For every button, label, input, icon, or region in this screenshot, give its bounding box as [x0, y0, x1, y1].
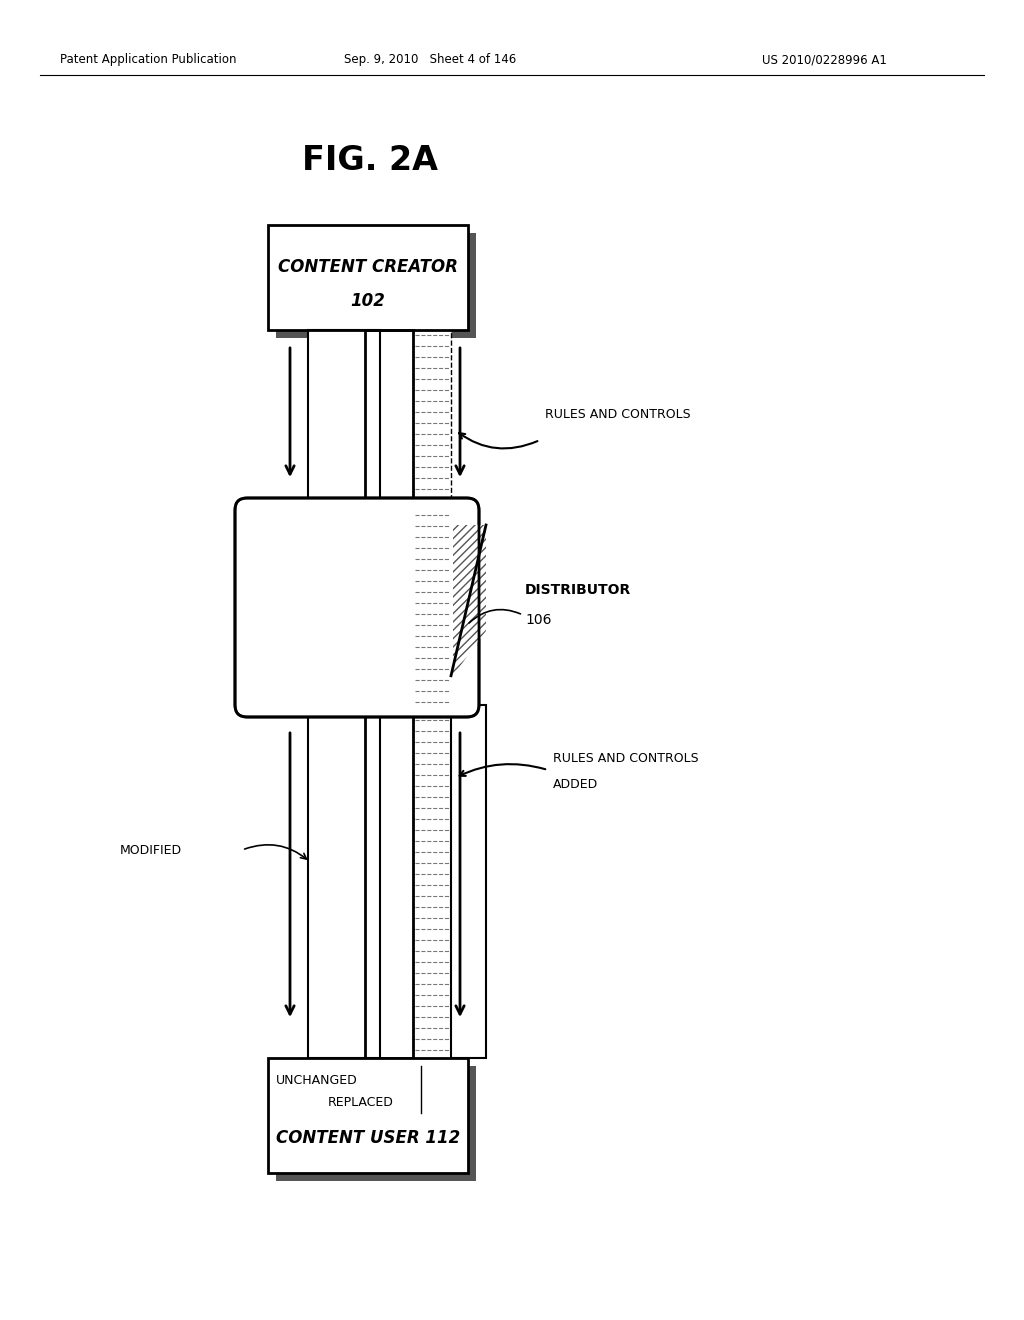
Text: ADDED: ADDED — [553, 779, 598, 792]
Text: MODIFIED: MODIFIED — [120, 843, 182, 857]
Bar — [268, 224, 468, 330]
Text: RULES AND CONTROLS: RULES AND CONTROLS — [553, 751, 698, 764]
Bar — [308, 330, 380, 1059]
Bar — [365, 330, 413, 1059]
Text: CONTENT USER 112: CONTENT USER 112 — [275, 1129, 460, 1147]
Bar — [268, 1059, 468, 1173]
Bar — [308, 510, 380, 705]
Bar — [365, 510, 413, 705]
Bar — [451, 705, 486, 1059]
Text: DISTRIBUTOR: DISTRIBUTOR — [525, 583, 631, 597]
Bar — [308, 330, 380, 1059]
Text: US 2010/0228996 A1: US 2010/0228996 A1 — [762, 54, 887, 66]
Text: REPLACED: REPLACED — [328, 1097, 394, 1110]
Text: Patent Application Publication: Patent Application Publication — [60, 54, 237, 66]
Bar — [451, 705, 486, 1059]
Text: CONTENT CREATOR: CONTENT CREATOR — [279, 257, 458, 276]
Bar — [365, 330, 413, 1059]
Polygon shape — [451, 525, 486, 676]
Text: 102: 102 — [350, 292, 385, 310]
FancyBboxPatch shape — [234, 498, 479, 717]
Bar — [308, 510, 380, 705]
Bar — [365, 510, 413, 705]
Bar — [413, 330, 451, 1059]
Bar — [365, 330, 413, 1059]
Text: FIG. 2A: FIG. 2A — [302, 144, 438, 177]
Text: 106: 106 — [525, 612, 552, 627]
Bar — [308, 330, 380, 1059]
Bar — [276, 234, 476, 338]
Text: UNCHANGED: UNCHANGED — [276, 1073, 357, 1086]
Text: RULES AND CONTROLS: RULES AND CONTROLS — [545, 408, 690, 421]
Bar — [276, 1067, 476, 1181]
Text: Sep. 9, 2010   Sheet 4 of 146: Sep. 9, 2010 Sheet 4 of 146 — [344, 54, 516, 66]
Bar — [451, 705, 486, 1059]
